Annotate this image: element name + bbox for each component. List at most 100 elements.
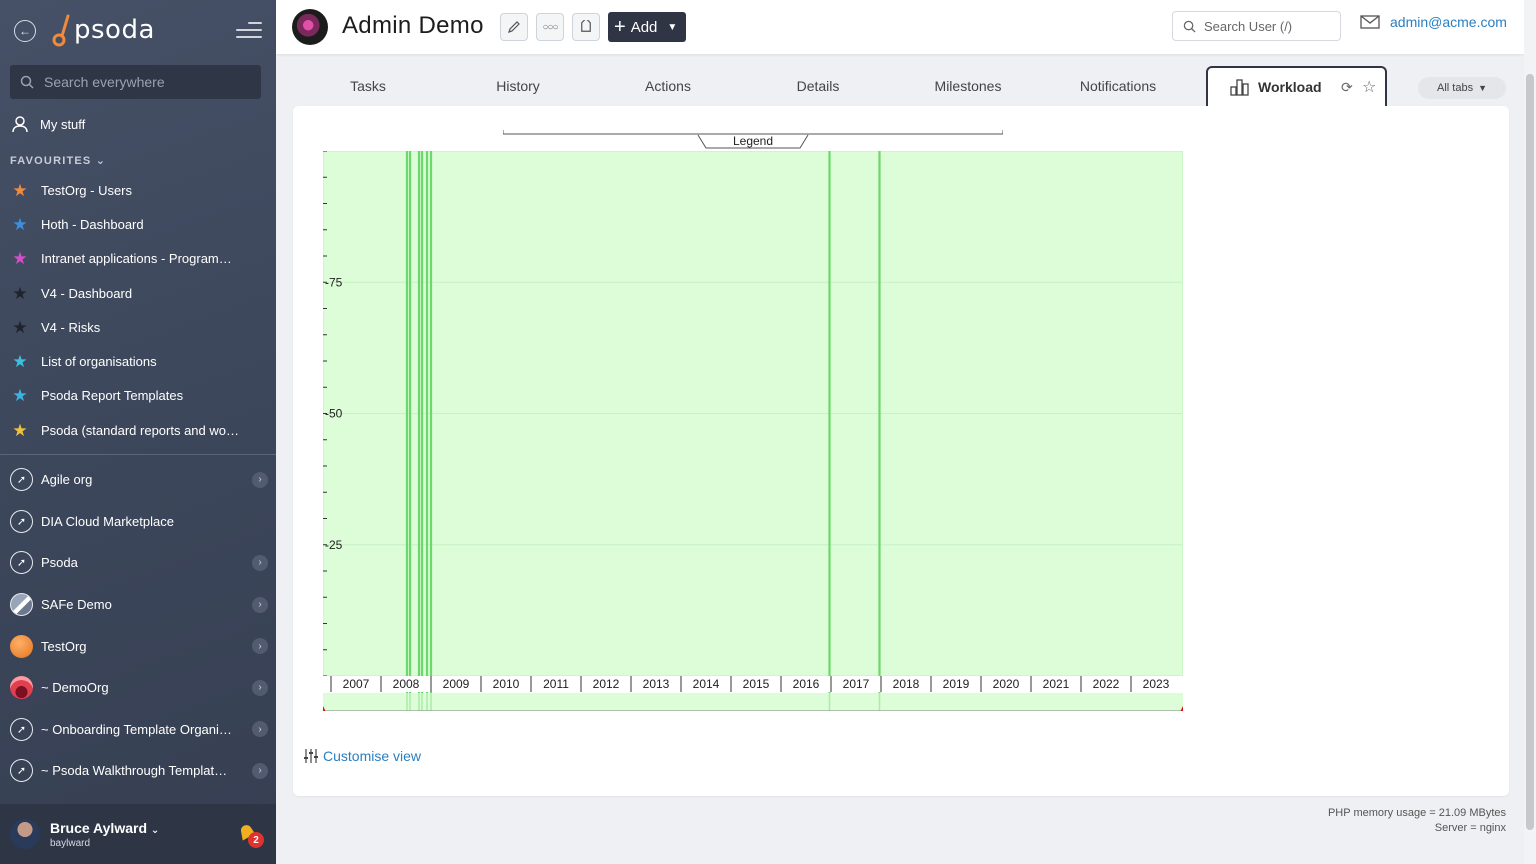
user-search[interactable] <box>1172 11 1341 41</box>
org-item-onboarding[interactable]: ➚ ~ Onboarding Template Organisa... › <box>10 709 270 751</box>
sidebar-divider <box>0 454 276 455</box>
chevron-right-icon[interactable]: › <box>252 471 268 488</box>
x-tick-label: 2018 <box>893 677 920 691</box>
my-stuff-link[interactable]: My stuff <box>10 114 85 134</box>
tab-actions[interactable]: Actions <box>645 78 691 94</box>
star-icon: ★ <box>12 180 28 200</box>
org-item-testorg[interactable]: TestOrg › <box>10 625 270 667</box>
legend-toggle[interactable]: Legend <box>503 130 1003 150</box>
customise-view-label: Customise view <box>323 748 422 764</box>
x-tick-label: 2022 <box>1093 677 1120 691</box>
favourite-item[interactable]: ★ V4 - Risks <box>10 310 266 344</box>
x-tick-label: 2020 <box>993 677 1020 691</box>
chevron-right-icon[interactable]: › <box>252 638 268 655</box>
favourite-label: Hoth - Dashboard <box>41 216 144 232</box>
chevron-down-icon: ⌄ <box>95 155 107 167</box>
memory-usage: PHP memory usage = 21.09 MBytes <box>1327 807 1506 819</box>
favourite-item[interactable]: ★ V4 - Dashboard <box>10 276 266 310</box>
global-search[interactable] <box>10 65 261 99</box>
avatar[interactable] <box>10 819 40 849</box>
account-email-link[interactable]: admin@acme.com <box>1360 14 1507 30</box>
chevron-right-icon[interactable]: › <box>252 596 268 613</box>
add-button[interactable]: + Add ▼ <box>608 12 686 42</box>
scrollbar-thumb[interactable] <box>1526 74 1534 830</box>
favourites-header[interactable]: FAVOURITES ⌄ <box>10 154 106 167</box>
range-end-handle <box>1180 706 1183 711</box>
tab-history[interactable]: History <box>496 78 540 94</box>
favourite-label: Psoda (standard reports and work... <box>41 422 241 438</box>
favourite-item[interactable]: ★ List of organisations <box>10 344 266 378</box>
all-tabs-label: All tabs <box>1437 82 1474 94</box>
avatar[interactable] <box>292 9 328 45</box>
favourites-list: ★ TestOrg - Users ★ Hoth - Dashboard ★ Intr… <box>10 173 266 447</box>
tab-tasks[interactable]: Tasks <box>350 78 386 94</box>
x-tick-label: 2010 <box>493 677 520 691</box>
org-item-dia-cloud[interactable]: ➚ DIA Cloud Marketplace <box>10 501 270 543</box>
menu-toggle-icon[interactable] <box>236 22 262 43</box>
back-icon[interactable]: ← <box>14 20 36 42</box>
org-label: ~ Onboarding Template Organisa... <box>41 721 233 737</box>
pencil-icon <box>508 21 520 33</box>
tag-button[interactable] <box>572 13 600 41</box>
org-item-demoorg[interactable]: ~ DemoOrg › <box>10 667 270 709</box>
more-button[interactable]: ○○○ <box>536 13 564 41</box>
star-icon: ★ <box>12 352 28 372</box>
favourite-item[interactable]: ★ Psoda Report Templates <box>10 379 266 413</box>
sliders-icon <box>304 749 318 763</box>
favourite-item[interactable]: ★ Hoth - Dashboard <box>10 207 266 241</box>
rocket-icon: ➚ <box>10 509 33 533</box>
tab-details[interactable]: Details <box>796 78 840 94</box>
x-tick-label: 2011 <box>543 677 569 691</box>
user-search-input[interactable] <box>1204 18 1334 34</box>
favourite-item[interactable]: ★ TestOrg - Users <box>10 173 266 207</box>
org-label: DIA Cloud Marketplace <box>41 513 174 529</box>
org-item-safe-demo[interactable]: SAFe Demo › <box>10 584 270 626</box>
favourite-label: Psoda Report Templates <box>41 388 184 404</box>
user-name-text: Bruce Aylward <box>50 819 147 836</box>
refresh-icon[interactable]: ⟳ <box>1341 79 1353 95</box>
chevron-down-icon: ▼ <box>1478 83 1487 93</box>
page-scrollbar[interactable] <box>1524 0 1536 864</box>
org-item-psoda[interactable]: ➚ Psoda › <box>10 542 270 584</box>
user-panel[interactable]: Bruce Aylward ⌄ baylward 2 <box>0 804 276 864</box>
legend-label: Legend <box>733 134 773 148</box>
chevron-right-icon[interactable]: › <box>252 679 268 696</box>
search-icon <box>1183 20 1196 33</box>
x-tick-label: 2017 <box>843 677 870 691</box>
favourite-label: V4 - Risks <box>41 319 101 335</box>
page-header: Admin Demo ○○○ + Add ▼ admin@acme.com <box>276 0 1524 54</box>
tab-workload-label: Workload <box>1258 79 1322 95</box>
org-label: ~ Psoda Walkthrough Template P... <box>41 763 233 779</box>
favourite-item[interactable]: ★ Psoda (standard reports and work... <box>10 413 266 447</box>
x-tick-label: 2015 <box>743 677 770 691</box>
favourite-label: V4 - Dashboard <box>41 285 133 301</box>
tab-notifications[interactable]: Notifications <box>1079 78 1157 94</box>
favourites-title: FAVOURITES <box>10 155 92 167</box>
star-icon: ★ <box>12 283 28 303</box>
workload-chart[interactable]: -75-50-252006200720082009201020112012201… <box>323 151 1183 711</box>
edit-button[interactable] <box>500 13 528 41</box>
org-item-agile-org[interactable]: ➚ Agile org › <box>10 459 270 501</box>
organisations-list: ➚ Agile org › ➚ DIA Cloud Marketplace ➚ Psod… <box>10 459 270 792</box>
chevron-right-icon[interactable]: › <box>252 554 268 571</box>
star-icon[interactable]: ☆ <box>1362 79 1377 96</box>
x-tick-label: 2019 <box>943 677 970 691</box>
global-search-input[interactable] <box>44 74 254 90</box>
tab-bar: Tasks History Actions Details Milestones… <box>293 66 1509 106</box>
org-label: Psoda <box>41 555 78 571</box>
rocket-icon: ➚ <box>10 468 33 492</box>
chevron-right-icon[interactable]: › <box>252 762 268 779</box>
all-tabs-dropdown[interactable]: All tabs ▼ <box>1418 77 1506 99</box>
psoda-logo[interactable]: psoda <box>50 12 155 48</box>
favourite-item[interactable]: ★ Intranet applications - Programme... <box>10 242 266 276</box>
tab-milestones[interactable]: Milestones <box>934 78 1002 94</box>
chevron-right-icon[interactable]: › <box>252 721 268 738</box>
x-axis-band <box>323 676 1183 692</box>
customise-view-link[interactable]: Customise view <box>303 748 421 764</box>
notification-count: 2 <box>248 832 264 848</box>
star-icon: ★ <box>12 249 28 269</box>
notifications-button[interactable]: 2 <box>236 822 264 848</box>
org-item-walkthrough[interactable]: ➚ ~ Psoda Walkthrough Template P... › <box>10 750 270 792</box>
tab-workload[interactable]: Workload <box>1206 66 1387 106</box>
workload-icon <box>1230 79 1249 96</box>
